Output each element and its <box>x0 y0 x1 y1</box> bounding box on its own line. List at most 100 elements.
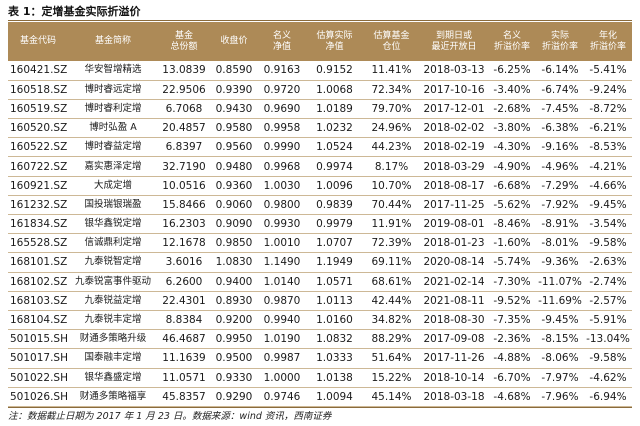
cell-nominal-nav: 0.9746 <box>258 387 306 407</box>
table-row: 160921.SZ 大成定增 10.0516 0.9360 1.0030 1.0096 10… <box>8 176 632 196</box>
cell-nominal-premium: -6.70% <box>488 368 536 388</box>
cell-annual-premium: -4.62% <box>584 368 632 388</box>
cell-fund-name: 财通多策略福享 <box>68 387 158 407</box>
cell-nominal-premium: -2.36% <box>488 329 536 350</box>
cell-nominal-nav: 1.0010 <box>258 233 306 254</box>
cell-fund-code: 160519.SZ <box>8 99 68 120</box>
table-caption: 表 1：定增基金实际折溢价 <box>8 5 141 18</box>
cell-fund-name: 九泰锐益定增 <box>68 291 158 311</box>
cell-fund-name: 博时睿远定增 <box>68 80 158 100</box>
cell-annual-premium: -2.63% <box>584 252 632 273</box>
cell-actual-premium: -4.96% <box>536 156 584 177</box>
cell-close-price: 0.9090 <box>210 214 258 235</box>
cell-nominal-nav: 1.0190 <box>258 329 306 350</box>
cell-close-price: 0.9500 <box>210 348 258 369</box>
cell-total-shares: 15.8466 <box>158 195 210 216</box>
cell-maturity-date: 2020-08-14 <box>420 252 488 273</box>
cell-position: 44.23% <box>363 137 420 158</box>
header-nominal-nav: 名义 净值 <box>258 22 306 61</box>
cell-nominal-nav: 1.0000 <box>258 368 306 388</box>
cell-position: 68.61% <box>363 272 420 292</box>
cell-close-price: 0.9480 <box>210 156 258 177</box>
cell-total-shares: 16.2303 <box>158 214 210 235</box>
cell-total-shares: 46.4687 <box>158 329 210 350</box>
cell-total-shares: 45.8357 <box>158 387 210 407</box>
cell-fund-code: 501017.SH <box>8 348 68 369</box>
cell-position: 15.22% <box>363 368 420 388</box>
cell-fund-code: 168101.SZ <box>8 252 68 273</box>
cell-annual-premium: -5.41% <box>584 61 632 81</box>
cell-actual-premium: -6.74% <box>536 80 584 100</box>
cell-estimated-nav: 1.0189 <box>306 99 363 120</box>
cell-fund-code: 161232.SZ <box>8 195 68 216</box>
header-fund-code: 基金代码 <box>8 22 68 61</box>
cell-nominal-premium: -6.25% <box>488 61 536 81</box>
cell-annual-premium: -5.91% <box>584 310 632 331</box>
cell-annual-premium: -9.58% <box>584 348 632 369</box>
cell-fund-name: 财通多策略升级 <box>68 329 158 350</box>
cell-annual-premium: -8.72% <box>584 99 632 120</box>
cell-nominal-premium: -3.40% <box>488 80 536 100</box>
table-row: 160722.SZ 嘉实惠泽定增 32.7190 0.9480 0.9968 0.9974… <box>8 156 632 177</box>
cell-annual-premium: -13.04% <box>584 329 632 350</box>
cell-maturity-date: 2018-03-29 <box>420 156 488 177</box>
cell-close-price: 0.9950 <box>210 329 258 350</box>
header-estimated-nav: 估算实际 净值 <box>306 22 363 61</box>
cell-nominal-premium: -3.80% <box>488 118 536 139</box>
cell-annual-premium: -6.21% <box>584 118 632 139</box>
cell-actual-premium: -6.38% <box>536 118 584 139</box>
cell-maturity-date: 2018-08-30 <box>420 310 488 331</box>
cell-close-price: 0.9580 <box>210 118 258 139</box>
cell-total-shares: 32.7190 <box>158 156 210 177</box>
cell-total-shares: 3.6016 <box>158 252 210 273</box>
table-row: 160520.SZ 博时弘盈 A 20.4857 0.9580 0.9958 1.0232… <box>8 118 632 139</box>
table-row: 160421.SZ 华安智增精选 13.0839 0.8590 0.9163 0.9152… <box>8 61 632 81</box>
cell-nominal-nav: 0.9958 <box>258 118 306 139</box>
cell-position: 10.70% <box>363 176 420 196</box>
cell-fund-code: 168102.SZ <box>8 272 68 292</box>
cell-estimated-nav: 1.0232 <box>306 118 363 139</box>
cell-position: 34.82% <box>363 310 420 331</box>
cell-actual-premium: -9.45% <box>536 310 584 331</box>
source-note: 注：数据截止日期为 2017 年 1 月 23 日。数据来源：wind 资讯，西… <box>8 411 332 422</box>
cell-fund-name: 银华鑫锐定增 <box>68 214 158 235</box>
cell-maturity-date: 2017-09-08 <box>420 329 488 350</box>
cell-nominal-nav: 0.9968 <box>258 156 306 177</box>
cell-fund-code: 501026.SH <box>8 387 68 407</box>
cell-actual-premium: -6.14% <box>536 61 584 81</box>
cell-fund-name: 大成定增 <box>68 176 158 196</box>
cell-actual-premium: -8.91% <box>536 214 584 235</box>
table-row: 168104.SZ 九泰锐丰定增 8.8384 0.9200 0.9940 1.0160 3… <box>8 310 632 331</box>
cell-total-shares: 22.4301 <box>158 291 210 311</box>
cell-nominal-premium: -8.46% <box>488 214 536 235</box>
cell-fund-name: 博时睿益定增 <box>68 137 158 158</box>
cell-estimated-nav: 1.0113 <box>306 291 363 311</box>
cell-nominal-premium: -7.30% <box>488 272 536 292</box>
cell-position: 11.41% <box>363 61 420 81</box>
bottom-rule <box>8 407 632 408</box>
cell-estimated-nav: 1.0160 <box>306 310 363 331</box>
cell-nominal-premium: -5.74% <box>488 252 536 273</box>
cell-actual-premium: -8.06% <box>536 348 584 369</box>
cell-total-shares: 6.7068 <box>158 99 210 120</box>
cell-maturity-date: 2018-10-14 <box>420 368 488 388</box>
cell-total-shares: 11.0571 <box>158 368 210 388</box>
cell-actual-premium: -9.36% <box>536 252 584 273</box>
cell-maturity-date: 2018-08-17 <box>420 176 488 196</box>
cell-position: 88.29% <box>363 329 420 350</box>
cell-nominal-nav: 0.9940 <box>258 310 306 331</box>
table-row: 160519.SZ 博时睿利定增 6.7068 0.9430 0.9690 1.0189 7… <box>8 99 632 120</box>
cell-estimated-nav: 1.0524 <box>306 137 363 158</box>
cell-total-shares: 13.0839 <box>158 61 210 81</box>
cell-total-shares: 8.8384 <box>158 310 210 331</box>
cell-maturity-date: 2018-03-18 <box>420 387 488 407</box>
cell-nominal-nav: 0.9987 <box>258 348 306 369</box>
cell-close-price: 0.9200 <box>210 310 258 331</box>
cell-actual-premium: -8.01% <box>536 233 584 254</box>
table-row: 161232.SZ 国投瑞银瑞盈 15.8466 0.9060 0.9800 0.9839… <box>8 195 632 216</box>
cell-fund-code: 168103.SZ <box>8 291 68 311</box>
header-nominal-premium: 名义 折溢价率 <box>488 22 536 61</box>
cell-position: 11.91% <box>363 214 420 235</box>
cell-close-price: 0.9290 <box>210 387 258 407</box>
